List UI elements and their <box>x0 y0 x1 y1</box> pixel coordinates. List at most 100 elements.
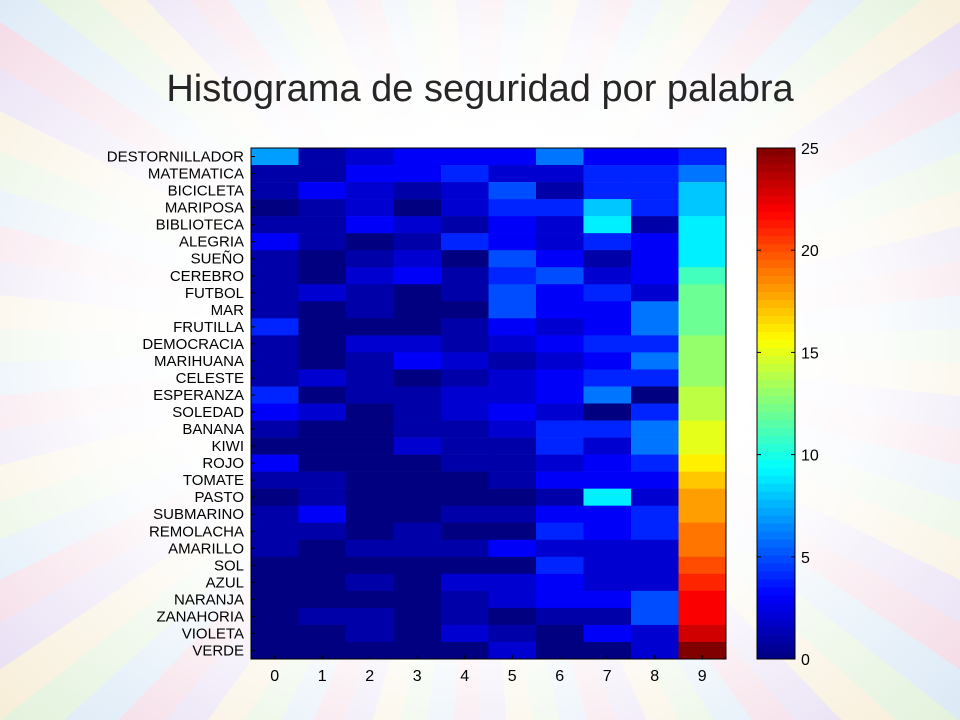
heatmap-cell <box>251 437 299 455</box>
heatmap-cell <box>298 624 347 643</box>
heatmap-cell <box>346 454 394 472</box>
heatmap-cell <box>678 250 727 268</box>
heatmap-cell <box>441 233 489 251</box>
heatmap-cell <box>251 216 299 234</box>
heatmap-cell <box>298 522 347 541</box>
heatmap-cell <box>346 488 394 506</box>
heatmap-cell <box>678 539 727 558</box>
heatmap-cell <box>631 182 679 200</box>
x-tick-label: 5 <box>508 668 517 685</box>
y-tick-label: CEREBRO <box>170 268 244 285</box>
heatmap-cell <box>583 165 632 183</box>
heatmap-cell <box>488 522 537 541</box>
heatmap-cell <box>536 420 584 438</box>
colorbar-segment <box>757 523 795 532</box>
heatmap-cell <box>346 216 394 234</box>
y-tick-label: MARIPOSA <box>165 200 244 217</box>
heatmap-cell <box>488 539 537 558</box>
heatmap-cell <box>631 420 679 438</box>
y-tick-label: VERDE <box>192 642 244 659</box>
heatmap-cell <box>583 199 632 217</box>
colorbar-segment <box>757 251 795 261</box>
heatmap-cell <box>251 148 299 166</box>
heatmap-cell <box>678 148 727 166</box>
colorbar-segment <box>757 171 795 181</box>
heatmap-cell <box>441 148 489 166</box>
heatmap-cell <box>441 199 489 217</box>
heatmap-cell <box>251 233 299 251</box>
heatmap-cell <box>583 539 632 558</box>
heatmap-cell <box>678 505 727 524</box>
heatmap-cell <box>631 250 679 268</box>
colorbar-segment <box>757 619 795 628</box>
heatmap-cell <box>583 182 632 200</box>
heatmap-cell <box>583 335 632 353</box>
heatmap-cell <box>583 318 632 336</box>
heatmap-cell <box>536 454 584 472</box>
heatmap-cell <box>536 318 584 336</box>
heatmap-cell <box>536 403 584 421</box>
heatmap-cell <box>298 267 347 285</box>
colorbar-segment <box>757 307 795 317</box>
y-tick-label: SUEÑO <box>191 251 244 268</box>
colorbar-segment <box>757 643 795 652</box>
heatmap-cell <box>488 641 537 660</box>
colorbar-segment <box>757 243 795 253</box>
heatmap-cell <box>346 301 394 319</box>
heatmap-cell <box>441 386 489 404</box>
heatmap-cell <box>441 318 489 336</box>
heatmap-cell <box>583 216 632 234</box>
heatmap-cell <box>251 522 299 541</box>
heatmap-cell <box>441 471 489 489</box>
heatmap-cell <box>678 471 727 489</box>
heatmap-cell <box>393 216 442 234</box>
heatmap-cell <box>583 573 632 592</box>
y-tick-label: SOL <box>214 557 244 574</box>
y-tick-label: BANANA <box>182 421 244 438</box>
heatmap-cell <box>298 352 347 370</box>
heatmap-cell <box>393 437 442 455</box>
heatmap-cell <box>631 216 679 234</box>
heatmap-cell <box>536 369 584 387</box>
colorbar-segment <box>757 507 795 516</box>
heatmap-cell <box>298 335 347 353</box>
heatmap-cell <box>251 573 299 592</box>
heatmap-cell <box>536 573 584 592</box>
heatmap-cell <box>298 318 347 336</box>
heatmap-cell <box>251 182 299 200</box>
heatmap-cell <box>488 233 537 251</box>
x-tick-label: 0 <box>270 668 279 685</box>
colorbar-segment <box>757 148 795 157</box>
heatmap-cell <box>583 352 632 370</box>
colorbar-segment <box>757 635 795 644</box>
heatmap-cell <box>251 284 299 302</box>
heatmap-cell <box>631 233 679 251</box>
heatmap-cell <box>393 556 442 575</box>
heatmap-cell <box>251 369 299 387</box>
heatmap-cell <box>251 335 299 353</box>
heatmap-cell <box>583 301 632 319</box>
heatmap-cell <box>631 301 679 319</box>
heatmap-cell <box>251 641 299 660</box>
heatmap-cell <box>346 318 394 336</box>
colorbar-segment <box>757 595 795 604</box>
heatmap-cell <box>251 301 299 319</box>
colorbar-segment <box>757 291 795 301</box>
heatmap-cell <box>251 471 299 489</box>
colorbar-segment <box>757 539 795 548</box>
heatmap-cell <box>678 352 727 370</box>
colorbar-segment <box>757 275 795 285</box>
heatmap-cell <box>488 335 537 353</box>
heatmap-cell <box>536 165 584 183</box>
colorbar-segment <box>757 203 795 213</box>
heatmap-cell <box>488 199 537 217</box>
heatmap-cell <box>583 437 632 455</box>
heatmap-cell <box>631 624 679 643</box>
heatmap-cell <box>393 335 442 353</box>
colorbar-segment <box>757 371 795 380</box>
heatmap-cell <box>536 539 584 558</box>
heatmap-cell <box>583 505 632 524</box>
colorbar-segment <box>757 195 795 205</box>
heatmap-cell <box>583 420 632 438</box>
